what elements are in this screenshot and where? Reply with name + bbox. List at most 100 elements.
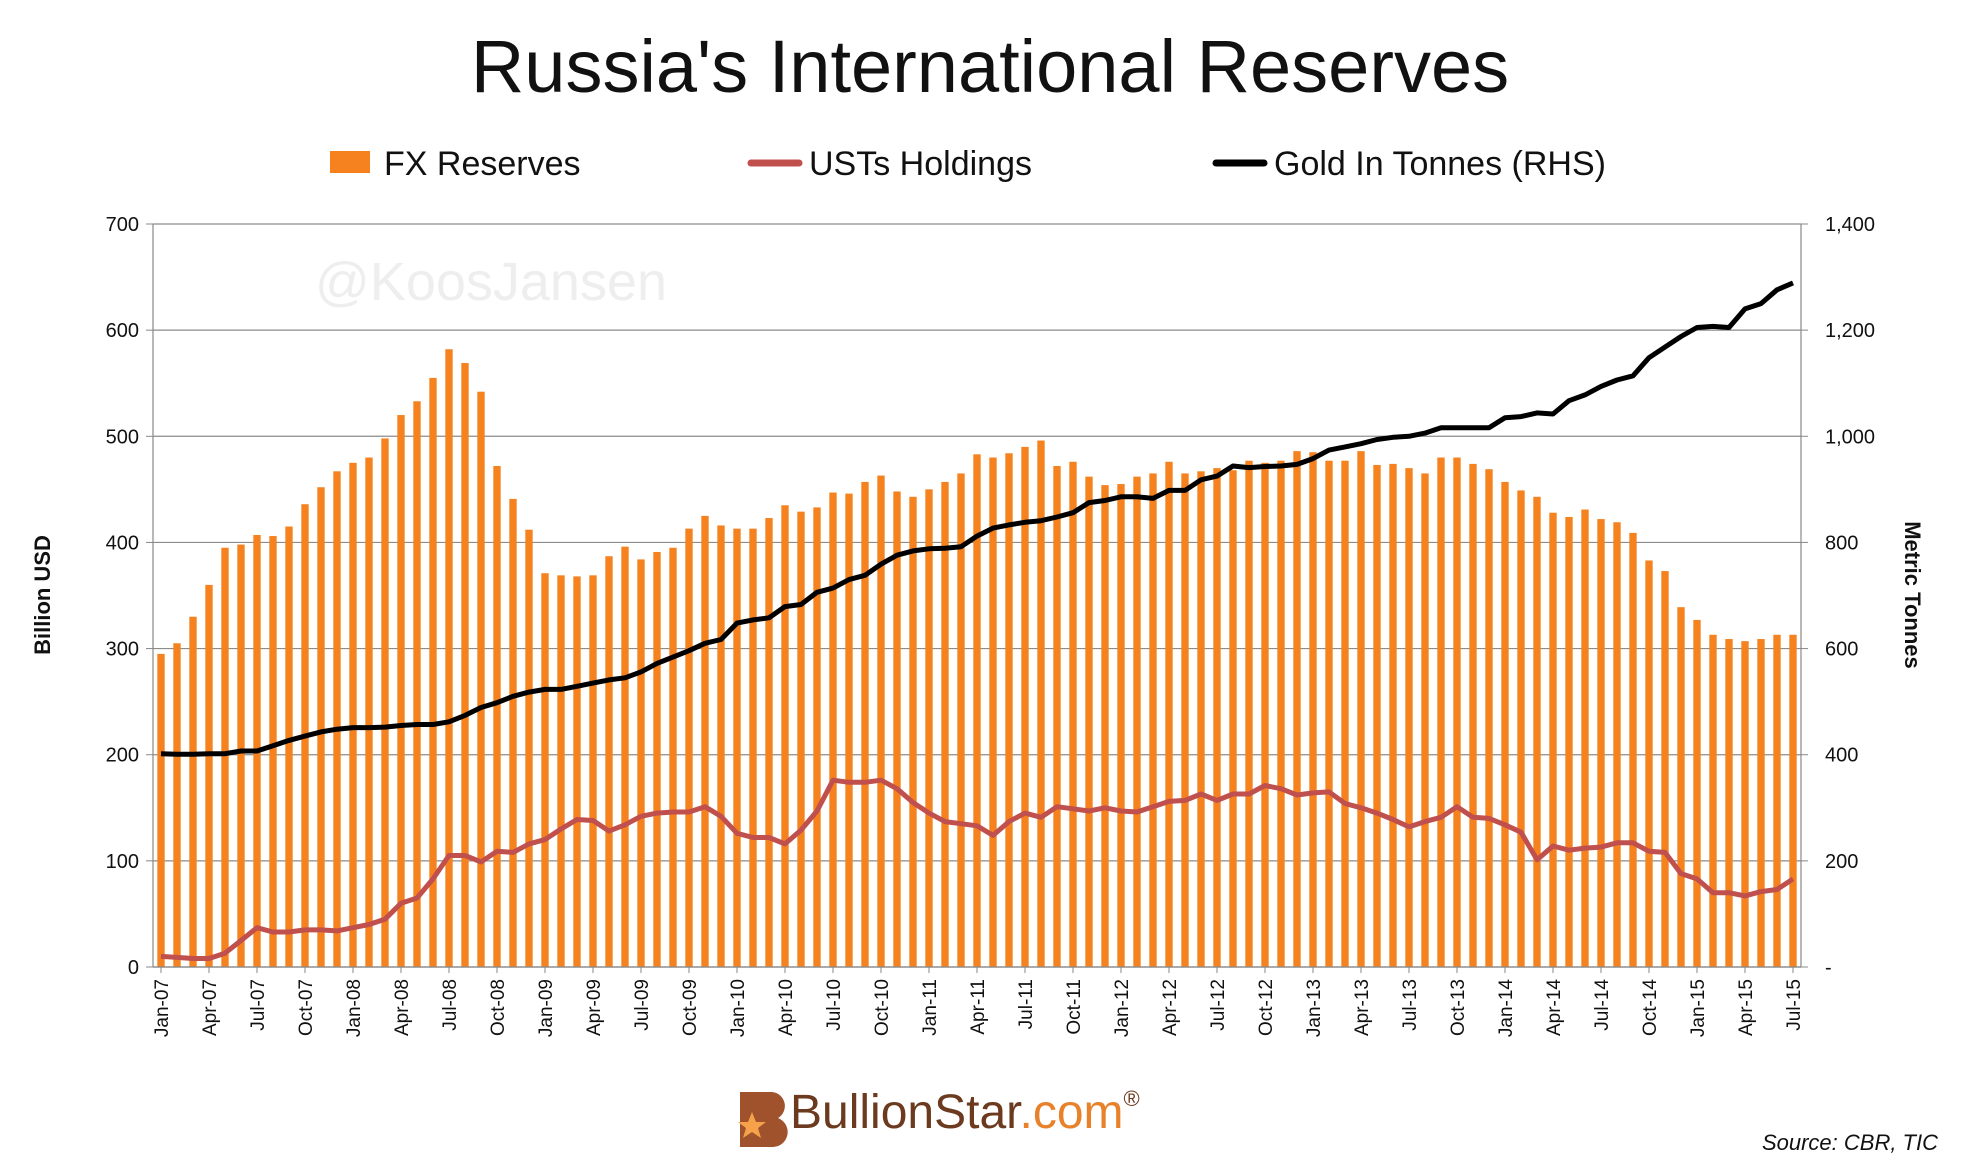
bar <box>1357 451 1365 967</box>
x-tick-label: Apr-07 <box>200 979 221 1036</box>
y2-tick-label: 800 <box>1825 532 1858 554</box>
bar <box>1501 481 1509 967</box>
y2-tick-label: 200 <box>1825 851 1858 873</box>
y-tick-label: 300 <box>106 639 139 661</box>
bar <box>717 525 725 967</box>
bar <box>1565 516 1573 967</box>
y-tick-label: 200 <box>106 745 139 767</box>
bar <box>349 462 357 967</box>
x-tick-label: Oct-12 <box>1256 979 1277 1036</box>
bar <box>1037 440 1045 967</box>
y-axis-title: Billion USD <box>30 535 55 655</box>
x-tick-label: Oct-07 <box>296 979 317 1036</box>
bar <box>1677 607 1685 967</box>
x-tick-label: Oct-10 <box>872 979 893 1036</box>
line <box>160 280 1794 757</box>
bar <box>1533 496 1541 967</box>
bar <box>861 481 869 967</box>
watermark: @KoosJansen <box>315 252 667 312</box>
x-tick-label: Jan-07 <box>152 979 173 1037</box>
bar <box>573 576 581 967</box>
bar <box>701 515 709 967</box>
bar <box>397 415 405 967</box>
bar <box>1005 453 1013 968</box>
bar <box>1789 634 1797 967</box>
y2-tick-label: 1,400 <box>1825 214 1875 236</box>
bar <box>893 491 901 967</box>
bar <box>1485 469 1493 967</box>
y2-tick-label: 1,000 <box>1825 426 1875 448</box>
logo-mark: ® <box>1124 1086 1140 1111</box>
bar <box>1261 462 1269 967</box>
bar <box>1629 532 1637 967</box>
bar <box>1197 471 1205 967</box>
bar <box>733 528 741 967</box>
y-tick-label: 400 <box>106 532 139 554</box>
bar <box>1245 460 1253 967</box>
bar <box>765 518 773 967</box>
x-tick-label: Apr-08 <box>392 979 413 1036</box>
bar <box>413 401 421 968</box>
chart-title: Russia's International Reserves <box>471 25 1509 108</box>
bar <box>877 475 885 967</box>
bar <box>1517 490 1525 967</box>
x-tick-label: Jul-15 <box>1784 979 1805 1031</box>
bar <box>941 481 949 967</box>
source: Source: CBR, TIC <box>1762 1130 1938 1155</box>
y2-tick-label: - <box>1825 957 1832 979</box>
y-tick-label: 700 <box>106 214 139 236</box>
logo-part: BullionStar <box>790 1086 1022 1139</box>
bar <box>1453 457 1461 967</box>
x-tick-label: Jul-08 <box>440 979 461 1031</box>
bar <box>909 496 917 967</box>
bar <box>317 487 325 967</box>
x-tick-label: Jan-13 <box>1304 979 1325 1037</box>
y-tick-label: 0 <box>128 957 139 979</box>
bar <box>1549 512 1557 967</box>
legend-swatch <box>330 151 370 173</box>
bar <box>1229 470 1237 967</box>
logo-icon <box>740 1092 788 1148</box>
bar <box>637 559 645 967</box>
logo-text: BullionStar.com® <box>790 1086 1140 1139</box>
bar <box>1277 460 1285 967</box>
bar <box>525 529 533 967</box>
bar <box>1389 463 1397 967</box>
line <box>160 777 1795 961</box>
x-tick-label: Jan-08 <box>344 979 365 1037</box>
bar <box>1325 460 1333 967</box>
bar <box>829 492 837 967</box>
bar <box>493 466 501 967</box>
bar <box>669 547 677 967</box>
x-tick-label: Jan-10 <box>728 979 749 1037</box>
bar <box>925 489 933 967</box>
bar <box>797 511 805 967</box>
x-tick-label: Apr-11 <box>968 979 989 1035</box>
bar <box>1725 639 1733 967</box>
x-tick-label: Jan-09 <box>536 979 557 1037</box>
bar <box>1373 464 1381 967</box>
x-tick-label: Jul-12 <box>1208 979 1229 1031</box>
bar <box>813 507 821 967</box>
legend-label: USTs Holdings <box>809 145 1032 183</box>
x-tick-label: Jan-12 <box>1112 979 1133 1037</box>
x-tick-label: Oct-13 <box>1448 979 1469 1036</box>
bar <box>1309 452 1317 967</box>
legend-label: FX Reserves <box>384 145 581 183</box>
bar <box>1213 468 1221 967</box>
logo-star <box>738 1112 766 1138</box>
bar <box>845 493 853 967</box>
x-tick-label: Apr-12 <box>1160 979 1181 1036</box>
bar <box>221 547 229 967</box>
x-tick-label: Apr-13 <box>1352 979 1373 1036</box>
bar <box>189 616 197 967</box>
bar <box>1149 473 1157 967</box>
bar <box>285 526 293 967</box>
bar <box>1741 641 1749 967</box>
bar <box>445 349 453 968</box>
bar <box>1661 571 1669 967</box>
bar <box>1101 485 1109 967</box>
bar <box>605 556 613 967</box>
x-tick-label: Jul-10 <box>824 979 845 1031</box>
